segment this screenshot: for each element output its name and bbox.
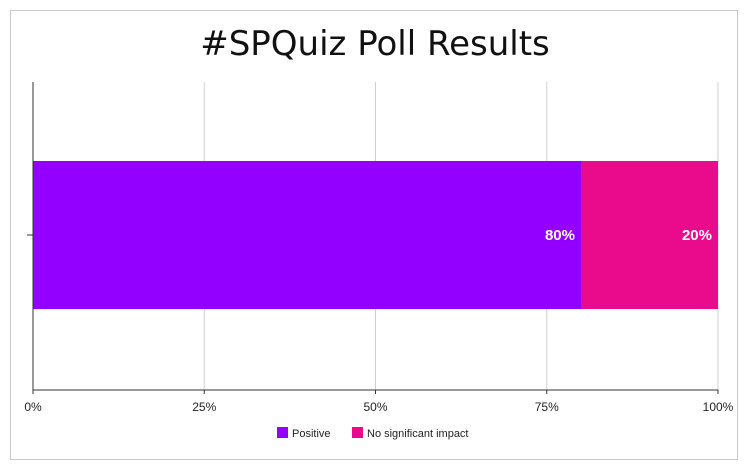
x-tick-label: 50%	[363, 400, 387, 414]
chart-title: #SPQuiz Poll Results	[200, 24, 550, 64]
x-tick-labels: 0% 25% 50% 75% 100%	[24, 400, 733, 414]
bar-segment-positive	[33, 161, 581, 309]
axes	[27, 82, 719, 394]
bars: 80% 20%	[33, 161, 718, 309]
data-label: 80%	[545, 227, 575, 244]
x-tick-label: 0%	[24, 400, 42, 414]
x-tick-label: 25%	[192, 400, 216, 414]
bar-segment-no-significant-impact	[581, 161, 718, 309]
legend-swatch	[277, 427, 288, 438]
legend-label: Positive	[292, 428, 331, 440]
legend-label: No significant impact	[367, 428, 469, 440]
legend-swatch	[352, 427, 363, 438]
x-tick-label: 75%	[535, 400, 559, 414]
data-label: 20%	[682, 227, 712, 244]
legend: Positive No significant impact	[277, 427, 469, 440]
x-tick-label: 100%	[703, 400, 734, 414]
